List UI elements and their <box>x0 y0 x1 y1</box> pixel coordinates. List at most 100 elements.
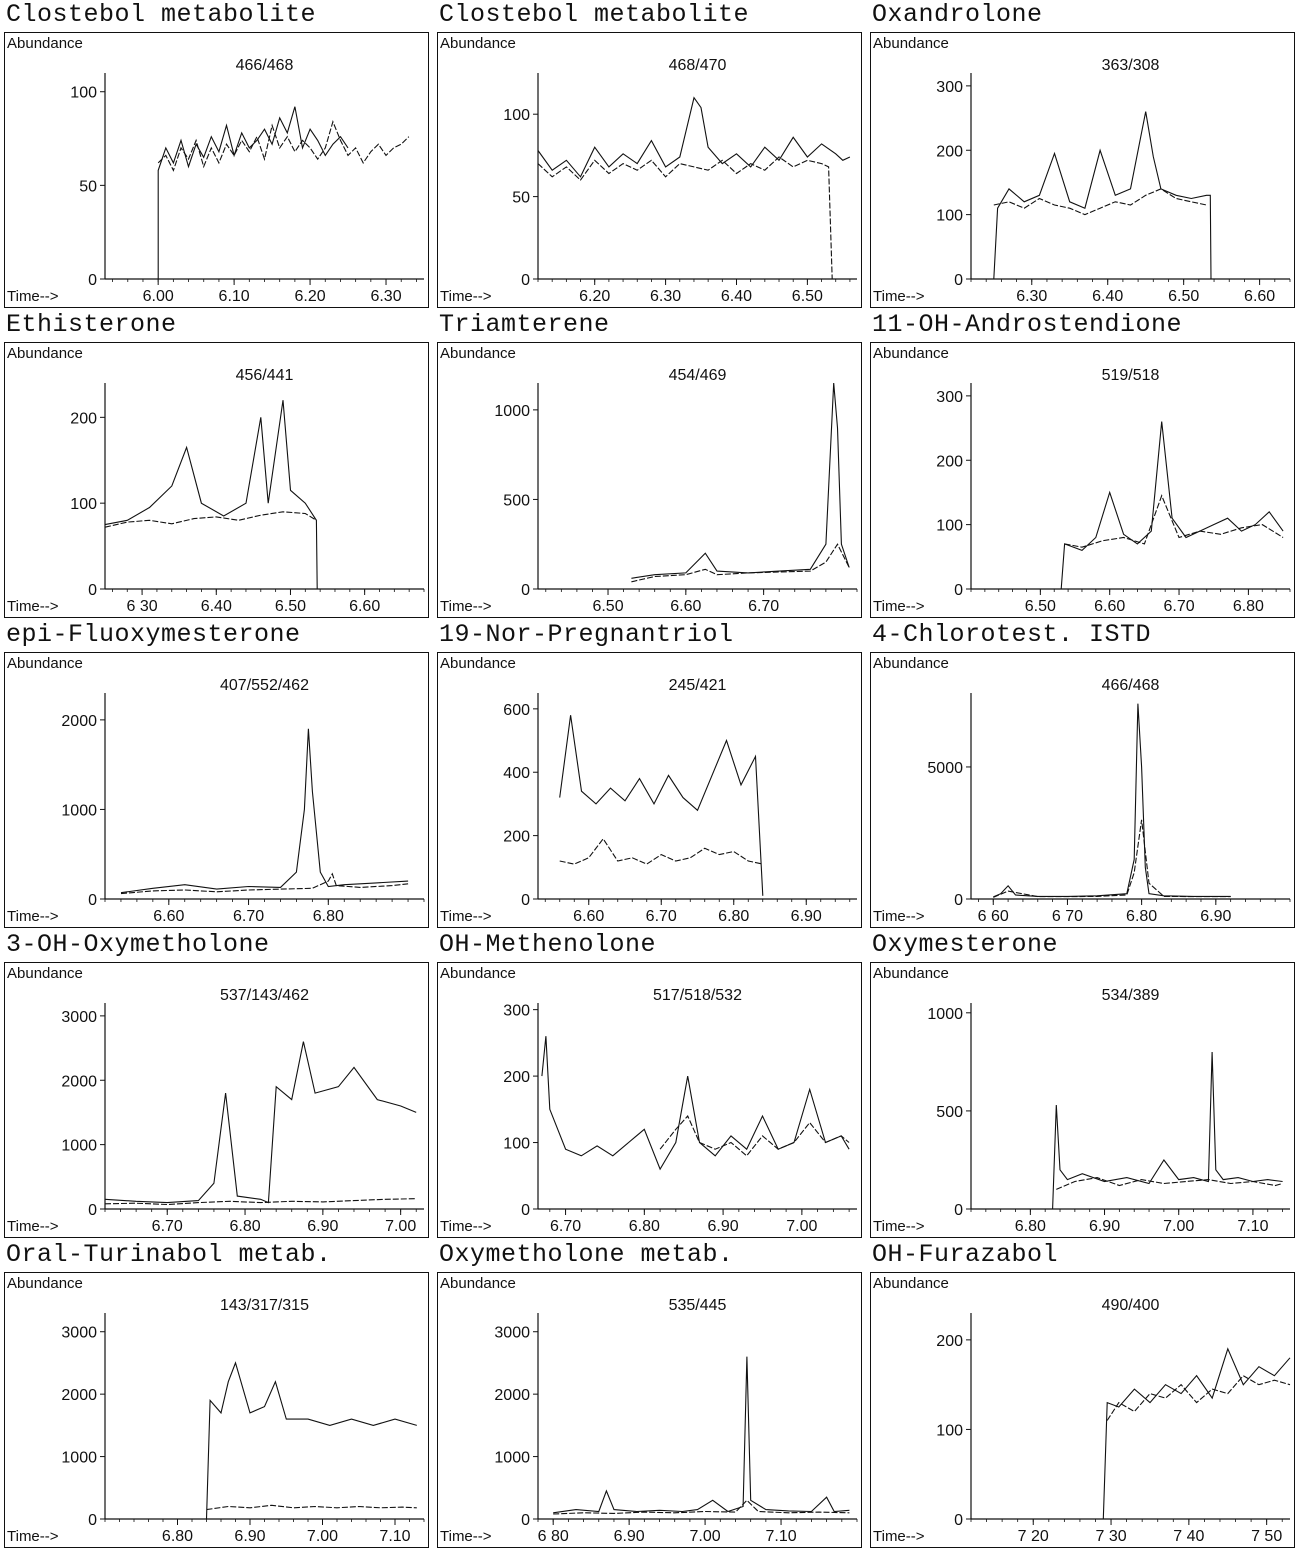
y-tick-label: 100 <box>503 1136 530 1153</box>
x-axis-label: Time--> <box>7 598 59 615</box>
chart-title: Triamterene <box>439 310 610 339</box>
chart-panel: 11-OH-Androstendione Abundance 519/518 Time… <box>866 310 1299 620</box>
series-line <box>541 1036 850 1171</box>
x-tick-label: 6.60 <box>153 908 184 925</box>
x-tick-label: 6.90 <box>1089 1218 1120 1235</box>
y-tick-label: 1000 <box>494 1450 530 1467</box>
chart-frame: Abundance 245/421 Time--> 0 200 400 600 6.60 6.7… <box>437 652 862 928</box>
x-axis-label: Time--> <box>440 908 492 925</box>
ion-label: 535/445 <box>668 1297 727 1314</box>
x-tick-label: 6.70 <box>550 1218 581 1235</box>
chart-frame: Abundance 407/552/462 Time--> 0 1000 2000 6.60… <box>4 652 429 928</box>
y-tick-label: 0 <box>521 582 530 599</box>
y-axis-label: Abundance <box>440 345 516 362</box>
chart-title: 4-Chlorotest. ISTD <box>872 620 1152 649</box>
x-tick-label: 6.80 <box>162 1528 193 1545</box>
chart-title: epi-Fluoxymesterone <box>6 620 301 649</box>
series-line <box>993 188 1207 216</box>
series-line <box>1102 1347 1291 1520</box>
chart-panel: epi-Fluoxymesterone Abundance 407/552/462 T… <box>0 620 433 930</box>
x-tick-label: 6.40 <box>721 288 752 305</box>
y-tick-label: 0 <box>88 272 97 289</box>
series-line <box>120 728 409 894</box>
x-tick-label: 6.40 <box>1092 288 1123 305</box>
series-line <box>559 837 763 865</box>
x-tick-label: 6.80 <box>1015 1218 1046 1235</box>
y-axis-label: Abundance <box>7 1275 83 1292</box>
chart-frame: Abundance 456/441 Time--> 0 100 200 6 30 6.40 6.… <box>4 342 429 618</box>
chart-frame: Abundance 490/400 Time--> 0 100 200 7 20 7 30 7 … <box>870 1272 1295 1548</box>
y-tick-label: 0 <box>954 272 963 289</box>
x-tick-label: 6.90 <box>708 1218 739 1235</box>
series-line <box>631 382 850 579</box>
x-tick-label: 6.60 <box>1094 598 1125 615</box>
x-tick-label: 6 60 <box>978 908 1009 925</box>
chart-panel: Clostebol metabolite Abundance 466/468 Time… <box>0 0 433 310</box>
x-tick-label: 6.90 <box>614 1528 645 1545</box>
chart-frame: Abundance 143/317/315 Time--> 0 1000 2000 3000… <box>4 1272 429 1548</box>
y-tick-label: 200 <box>936 453 963 470</box>
y-tick-label: 200 <box>503 829 530 846</box>
chart-svg: 0 5000 6 60 6 70 6.80 6.90 <box>927 693 1291 925</box>
y-tick-label: 2000 <box>61 713 97 730</box>
y-tick-label: 50 <box>79 178 97 195</box>
x-tick-label: 6.50 <box>275 598 306 615</box>
y-tick-label: 5000 <box>927 760 963 777</box>
x-tick-label: 6.50 <box>1025 598 1056 615</box>
y-tick-label: 1000 <box>61 1450 97 1467</box>
y-tick-label: 50 <box>512 190 530 207</box>
chart-title: Clostebol metabolite <box>6 0 317 29</box>
chart-title: Oxandrolone <box>872 0 1043 29</box>
y-axis-label: Abundance <box>873 965 949 982</box>
ion-label: 245/421 <box>668 677 727 694</box>
chart-svg: 0 1000 2000 3000 6.80 6.90 7.00 7.10 <box>61 1313 425 1545</box>
series-line <box>104 400 318 590</box>
x-tick-label: 6.80 <box>718 908 749 925</box>
y-axis-label: Abundance <box>440 1275 516 1292</box>
x-tick-label: 6.90 <box>1200 908 1231 925</box>
chart-panel: Triamterene Abundance 454/469 Time--> 0 500 10… <box>433 310 866 620</box>
y-axis-label: Abundance <box>440 965 516 982</box>
y-axis-label: Abundance <box>7 965 83 982</box>
chart-frame: Abundance 517/518/532 Time--> 0 100 200 300 6.7… <box>437 962 862 1238</box>
x-tick-label: 6.80 <box>229 1218 260 1235</box>
ion-label: 490/400 <box>1101 1297 1160 1314</box>
y-tick-label: 100 <box>70 85 97 102</box>
y-tick-label: 0 <box>521 272 530 289</box>
ion-label: 519/518 <box>1101 367 1160 384</box>
x-tick-label: 7.00 <box>385 1218 416 1235</box>
ion-label: 363/308 <box>1101 57 1160 74</box>
chart-panel: Oxymesterone Abundance 534/389 Time--> 0 500 1… <box>866 930 1299 1240</box>
x-tick-label: 6.30 <box>370 288 401 305</box>
x-axis-label: Time--> <box>7 1528 59 1545</box>
y-tick-label: 200 <box>503 1069 530 1086</box>
x-axis-label: Time--> <box>440 1528 492 1545</box>
chart-title: Ethisterone <box>6 310 177 339</box>
chart-svg: 0 50 100 6.20 6.30 6.40 6.50 <box>503 73 857 305</box>
y-tick-label: 3000 <box>494 1325 530 1342</box>
chart-svg: 0 200 400 600 6.60 6.70 6.80 6.90 <box>503 693 857 925</box>
series-line <box>1052 1051 1283 1210</box>
y-tick-label: 0 <box>954 1202 963 1219</box>
chart-panel: Oral-Turinabol metab. Abundance 143/317/31… <box>0 1240 433 1550</box>
y-tick-label: 200 <box>936 143 963 160</box>
series-line <box>553 1356 850 1514</box>
y-tick-label: 2000 <box>494 1387 530 1404</box>
x-tick-label: 7.00 <box>786 1218 817 1235</box>
x-tick-label: 6.70 <box>152 1218 183 1235</box>
x-tick-label: 6.90 <box>234 1528 265 1545</box>
y-tick-label: 2000 <box>61 1073 97 1090</box>
y-tick-label: 0 <box>521 1512 530 1529</box>
chart-panel: 3-OH-Oxymetholone Abundance 537/143/462 Tim… <box>0 930 433 1240</box>
y-tick-label: 1000 <box>61 1138 97 1155</box>
x-tick-label: 6 30 <box>127 598 158 615</box>
series-line <box>537 96 851 178</box>
y-tick-label: 400 <box>503 765 530 782</box>
x-axis-label: Time--> <box>873 598 925 615</box>
x-tick-label: 7.00 <box>1163 1218 1194 1235</box>
x-tick-label: 6.30 <box>1016 288 1047 305</box>
y-tick-label: 300 <box>936 79 963 96</box>
y-tick-label: 0 <box>88 1512 97 1529</box>
chart-title: 11-OH-Androstendione <box>872 310 1183 339</box>
y-tick-label: 0 <box>954 892 963 909</box>
